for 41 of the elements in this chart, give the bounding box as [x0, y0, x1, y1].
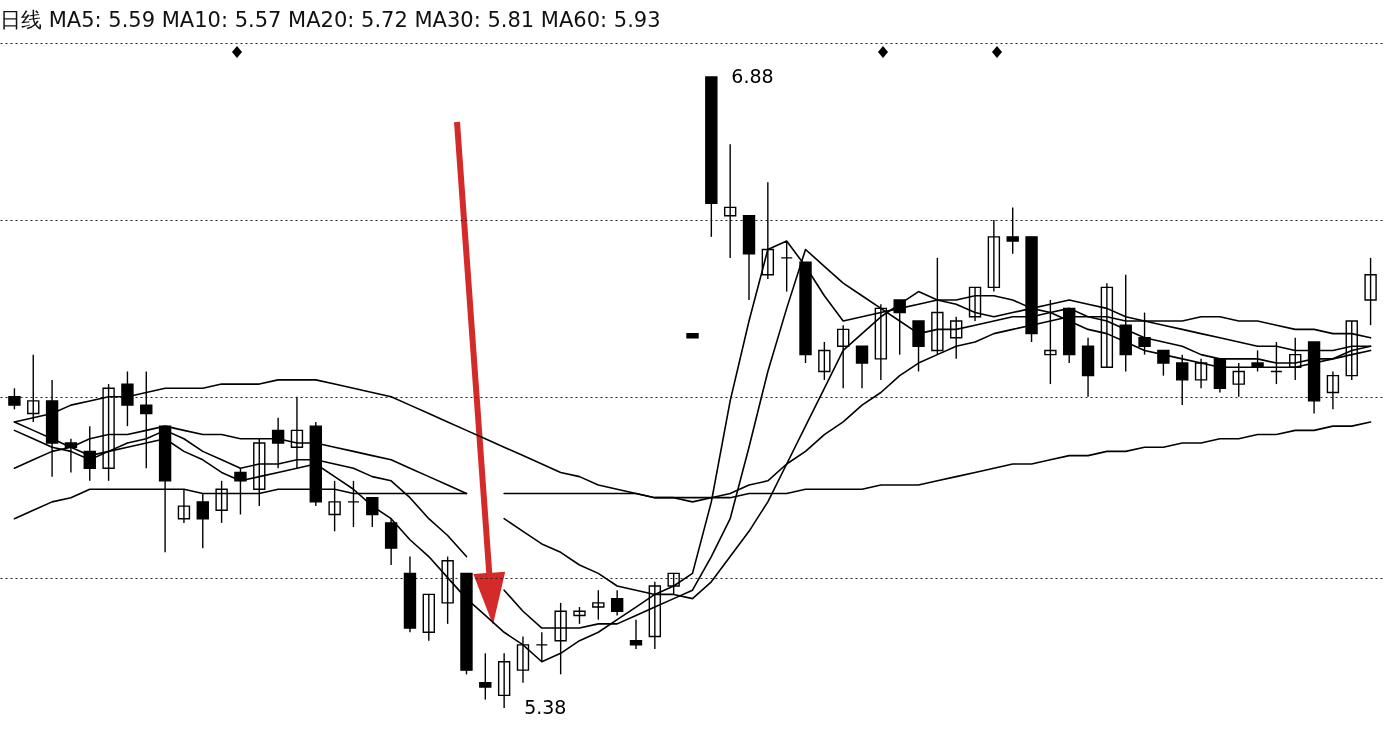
candlestick [1157, 349, 1170, 377]
candlestick [1345, 320, 1358, 381]
candlestick [290, 396, 304, 469]
candlestick [1326, 370, 1340, 411]
candlestick [140, 370, 153, 469]
candlestick [422, 593, 435, 642]
candlestick [64, 438, 78, 474]
candlestick [1289, 337, 1302, 381]
candlestick [667, 572, 680, 596]
candlestick [1006, 206, 1019, 255]
candlestick [610, 589, 624, 617]
candlestick [497, 652, 511, 709]
candlestick [893, 299, 906, 356]
candlestick [121, 370, 134, 427]
candlestick [83, 425, 96, 482]
candlestick [723, 143, 737, 259]
candlestick [987, 219, 1001, 293]
candlestick [366, 496, 379, 528]
annotation: 5.38 [524, 696, 567, 718]
candlestick [1251, 349, 1264, 373]
candlestick [479, 652, 492, 701]
candlestick [874, 303, 888, 381]
candlestick [1364, 257, 1377, 326]
candlestick [1232, 362, 1245, 398]
candlestick [836, 324, 850, 389]
candlestick [271, 417, 285, 469]
candlestick [592, 589, 605, 621]
candlestick [253, 438, 266, 507]
candlestick [27, 353, 40, 423]
annotation: 6.88 [731, 65, 774, 87]
candlestick [629, 618, 643, 650]
candlestick [8, 387, 21, 411]
candlestick [855, 345, 869, 389]
candlestick [234, 467, 247, 516]
chart-title: 日线 MA5: 5.59 MA10: 5.57 MA20: 5.72 MA30: 5.81 MA60: 5.93 [0, 8, 661, 32]
candlestick [818, 341, 831, 381]
candlestick [1194, 358, 1208, 389]
candlestick [1270, 341, 1283, 385]
candlestick [441, 555, 454, 625]
candlestick [102, 383, 115, 482]
candlestick [1176, 353, 1189, 406]
